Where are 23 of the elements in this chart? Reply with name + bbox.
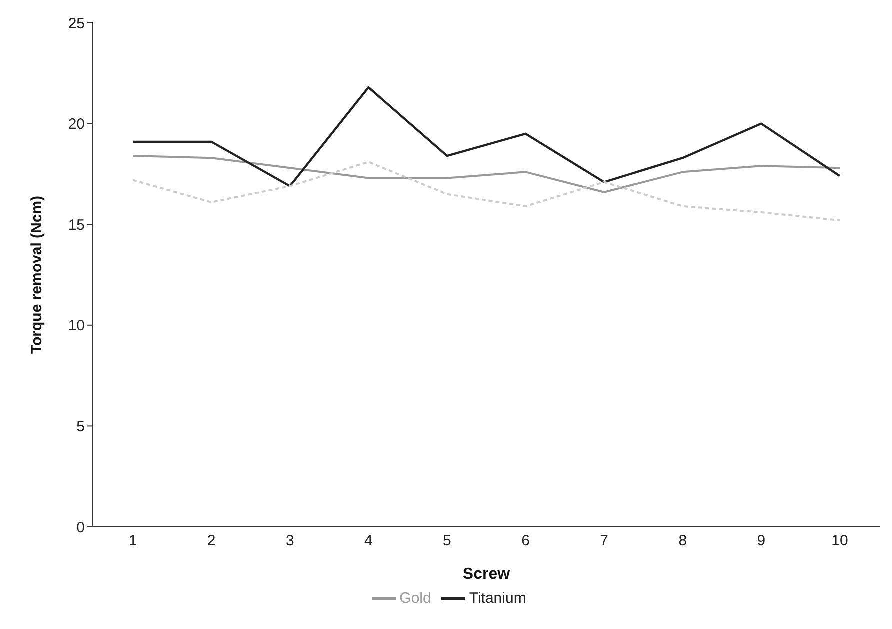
y-tick-label: 0 — [76, 519, 85, 536]
x-tick-label: 3 — [286, 532, 294, 550]
y-axis-title: Torque removal (Ncm) — [28, 196, 46, 354]
y-tick-label: 20 — [68, 116, 85, 134]
y-tick-label: 15 — [68, 216, 85, 234]
line-series — [132, 161, 841, 222]
x-tick-label: 9 — [757, 532, 766, 550]
x-tick-label: 8 — [678, 532, 688, 550]
x-tick-label: 4 — [364, 532, 373, 550]
line-series — [132, 155, 841, 194]
x-axis-title: Screw — [462, 566, 511, 583]
x-tick-label: 5 — [443, 532, 452, 550]
y-tick-label: 5 — [76, 418, 85, 436]
x-tick-label: 6 — [522, 532, 530, 550]
y-tick-label: 10 — [68, 318, 85, 335]
x-tick-label: 1 — [128, 532, 138, 550]
x-tick-label: 2 — [207, 532, 216, 550]
x-tick-label: 10 — [832, 532, 848, 550]
y-tick-label: 25 — [68, 15, 85, 32]
legend-label: Gold — [400, 590, 432, 607]
line-series — [132, 86, 842, 188]
legend-label: Titanium — [469, 590, 526, 607]
x-tick-label: 7 — [600, 532, 609, 550]
